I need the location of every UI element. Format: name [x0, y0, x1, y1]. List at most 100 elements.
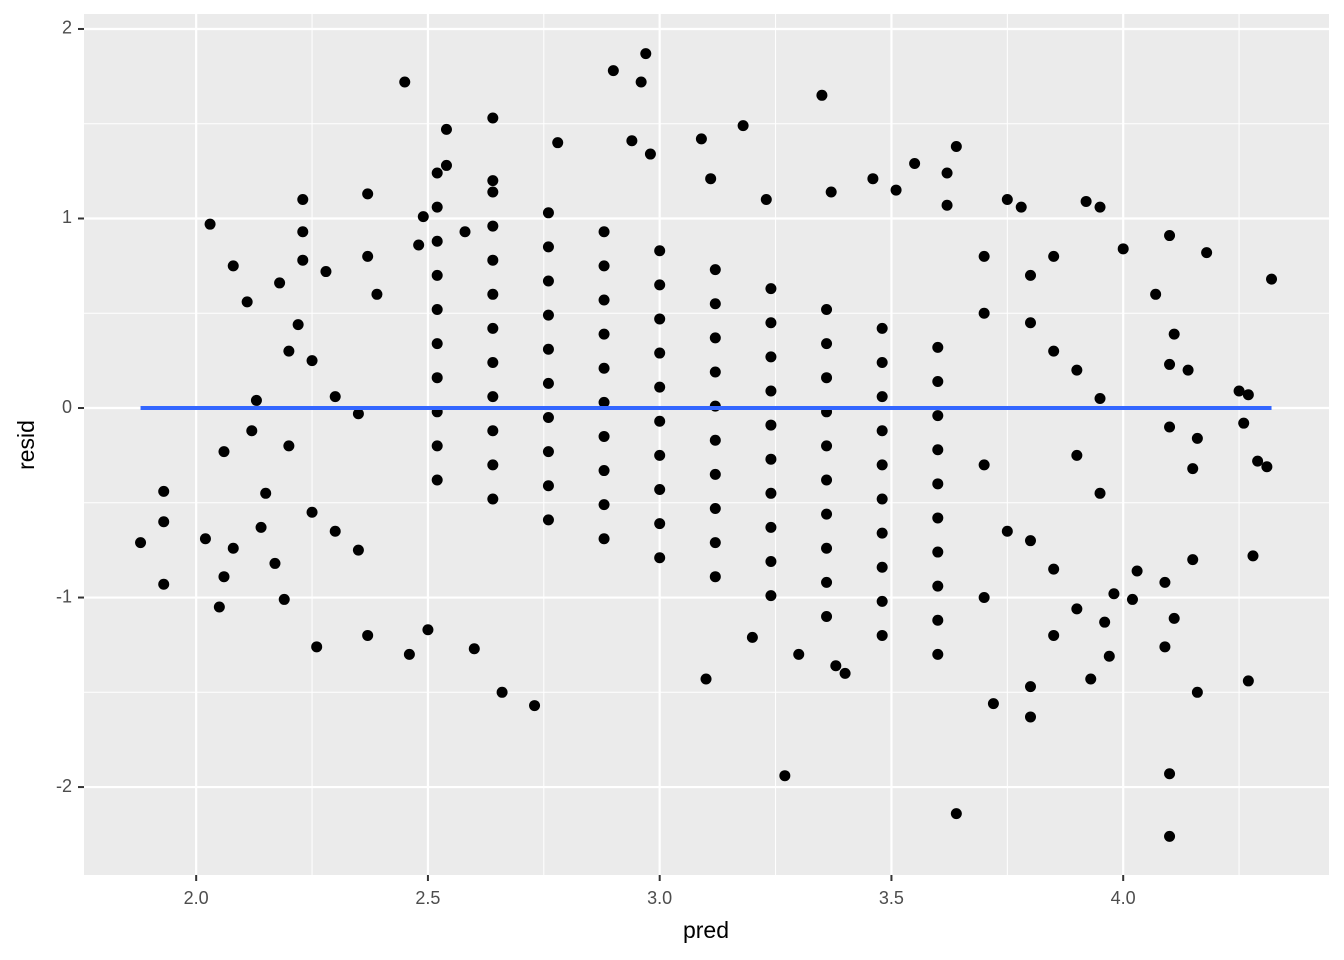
point [821, 372, 833, 384]
point [932, 410, 944, 422]
point [352, 544, 364, 556]
point [542, 480, 554, 492]
point [598, 533, 610, 545]
y-tick-label: -1 [56, 586, 72, 606]
point [227, 542, 239, 554]
point [487, 254, 499, 266]
x-tick-label: 2.5 [415, 888, 440, 908]
point [468, 643, 480, 655]
point [932, 478, 944, 490]
point [487, 493, 499, 505]
point [765, 351, 777, 363]
point [204, 218, 216, 230]
point [1168, 612, 1180, 624]
point [978, 250, 990, 262]
point [1001, 525, 1013, 537]
point [765, 283, 777, 295]
point [876, 322, 888, 334]
point [306, 355, 318, 367]
point [765, 556, 777, 568]
point [598, 260, 610, 272]
point [709, 366, 721, 378]
point [459, 226, 471, 238]
point [765, 521, 777, 533]
point [765, 385, 777, 397]
point [218, 571, 230, 583]
point [1024, 535, 1036, 547]
point [737, 120, 749, 132]
x-tick-label: 3.5 [879, 888, 904, 908]
point [283, 440, 295, 452]
point [487, 220, 499, 232]
point [297, 254, 309, 266]
point [1071, 603, 1083, 615]
point [867, 173, 879, 185]
point [431, 440, 443, 452]
point [542, 343, 554, 355]
point [598, 499, 610, 511]
point [816, 89, 828, 101]
point [1187, 463, 1199, 475]
point [821, 338, 833, 350]
point [542, 446, 554, 458]
point [695, 133, 707, 145]
point [1233, 385, 1245, 397]
point [487, 391, 499, 403]
point [700, 673, 712, 685]
point [876, 527, 888, 539]
point [440, 123, 452, 135]
point [542, 207, 554, 219]
point [876, 425, 888, 437]
point [1048, 250, 1060, 262]
point [821, 576, 833, 588]
y-axis-title: resid [13, 420, 39, 470]
point [1015, 201, 1027, 213]
point [352, 408, 364, 420]
point [654, 347, 666, 359]
point [487, 425, 499, 437]
point [821, 542, 833, 554]
point [876, 595, 888, 607]
point [793, 648, 805, 660]
point [654, 313, 666, 325]
point [431, 269, 443, 281]
point [158, 516, 170, 528]
y-tick-label: 2 [62, 18, 72, 38]
point [542, 514, 554, 526]
point [932, 546, 944, 558]
point [765, 590, 777, 602]
point [487, 288, 499, 300]
point [705, 173, 717, 185]
panel [84, 14, 1329, 875]
point [978, 459, 990, 471]
point [241, 296, 253, 308]
point [1191, 686, 1203, 698]
x-tick-label: 2.0 [184, 888, 209, 908]
point [626, 135, 638, 147]
point [909, 158, 921, 170]
point [227, 260, 239, 272]
point [135, 537, 147, 549]
point [1191, 432, 1203, 444]
point [876, 391, 888, 403]
point [598, 328, 610, 340]
point [654, 484, 666, 496]
point [283, 345, 295, 357]
point [607, 65, 619, 77]
point [440, 159, 452, 171]
point [654, 518, 666, 530]
point [932, 512, 944, 524]
point [255, 521, 267, 533]
point [876, 629, 888, 641]
point [941, 199, 953, 211]
point [496, 686, 508, 698]
point [821, 508, 833, 520]
point [640, 48, 652, 60]
point [1024, 711, 1036, 723]
point [1182, 364, 1194, 376]
point [1071, 364, 1083, 376]
point [876, 493, 888, 505]
point [329, 391, 341, 403]
point [598, 396, 610, 408]
